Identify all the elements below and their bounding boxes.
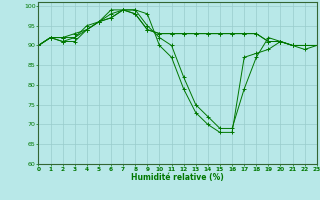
X-axis label: Humidité relative (%): Humidité relative (%) bbox=[131, 173, 224, 182]
